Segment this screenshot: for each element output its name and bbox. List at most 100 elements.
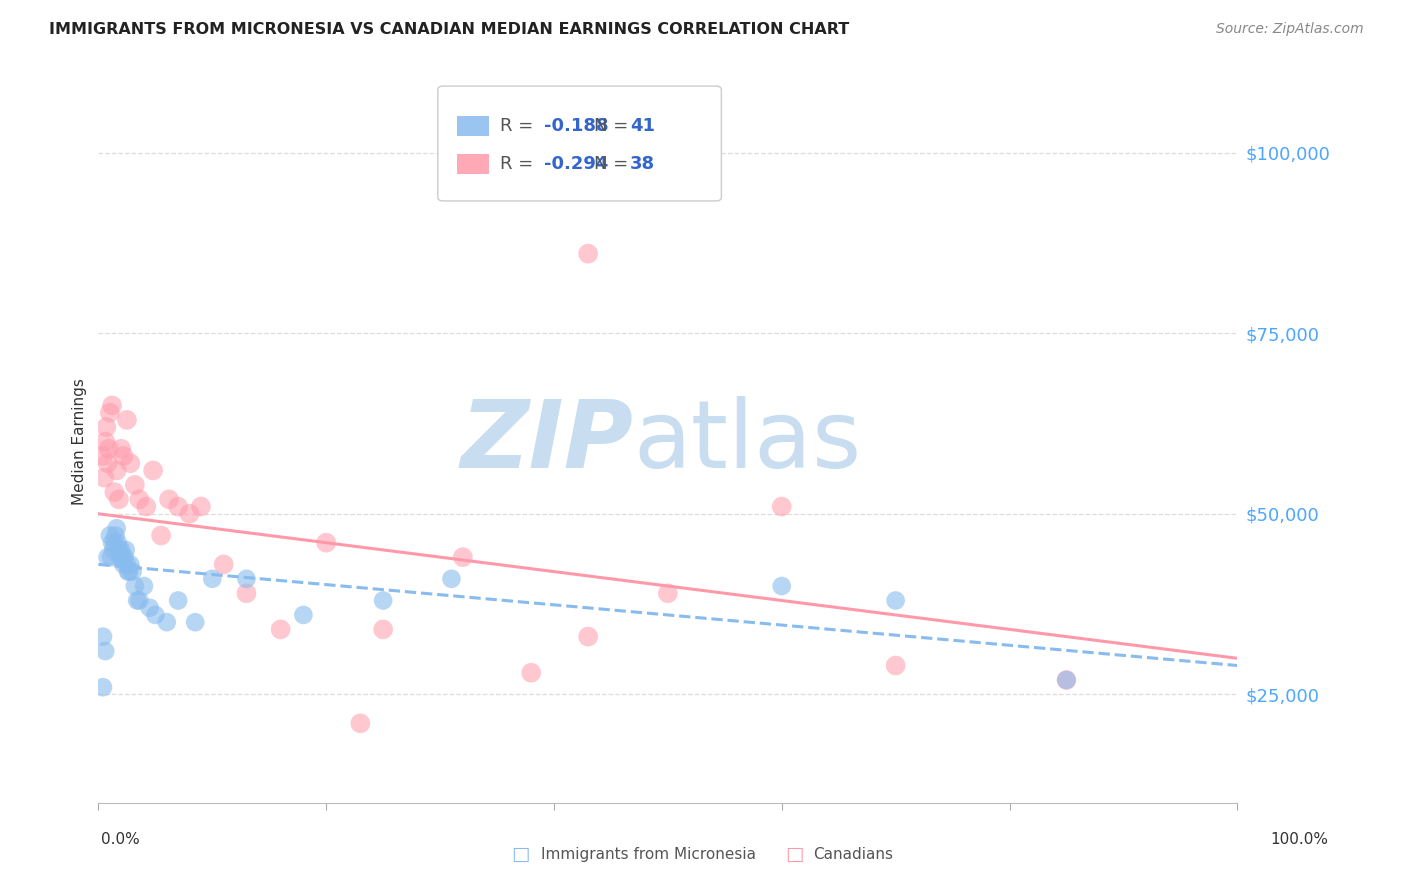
Point	[128, 492, 150, 507]
Point	[114, 550, 136, 565]
Text: 100.0%: 100.0%	[1271, 832, 1329, 847]
Point	[145, 607, 167, 622]
Text: R =: R =	[501, 117, 534, 136]
Text: 38: 38	[630, 155, 655, 173]
Point	[121, 565, 143, 579]
Point	[103, 485, 125, 500]
FancyBboxPatch shape	[457, 116, 489, 136]
Point	[115, 413, 138, 427]
Text: N =: N =	[593, 117, 628, 136]
Point	[142, 463, 165, 477]
Point	[770, 579, 793, 593]
Point	[108, 542, 131, 557]
Point	[91, 630, 114, 644]
Point	[1054, 673, 1078, 687]
Point	[127, 593, 149, 607]
Point	[657, 586, 679, 600]
Point	[120, 456, 142, 470]
Point	[270, 623, 292, 637]
Point	[111, 550, 134, 565]
Text: 0.0%: 0.0%	[101, 832, 141, 847]
Point	[167, 593, 190, 607]
Point	[1054, 673, 1078, 687]
Point	[91, 449, 114, 463]
Point	[103, 535, 125, 549]
Point	[576, 246, 599, 260]
Point	[128, 593, 150, 607]
Text: atlas: atlas	[634, 395, 862, 488]
Text: N =: N =	[593, 155, 628, 173]
Point	[201, 572, 224, 586]
Point	[105, 521, 128, 535]
FancyBboxPatch shape	[457, 153, 489, 174]
Point	[184, 615, 207, 630]
Point	[190, 500, 212, 514]
Point	[138, 600, 160, 615]
Point	[292, 607, 315, 622]
Point	[440, 572, 463, 586]
Text: Canadians: Canadians	[813, 847, 893, 862]
Point	[98, 406, 121, 420]
Point	[167, 500, 190, 514]
Point	[96, 420, 118, 434]
Point	[884, 658, 907, 673]
Text: IMMIGRANTS FROM MICRONESIA VS CANADIAN MEDIAN EARNINGS CORRELATION CHART: IMMIGRANTS FROM MICRONESIA VS CANADIAN M…	[49, 22, 849, 37]
Point	[212, 558, 235, 572]
Point	[156, 615, 179, 630]
Point	[91, 680, 114, 694]
Text: R =: R =	[501, 155, 534, 173]
Point	[112, 558, 135, 572]
Point	[101, 535, 124, 549]
Text: □: □	[510, 845, 530, 864]
Point	[132, 579, 155, 593]
Point	[110, 442, 132, 456]
Y-axis label: Median Earnings: Median Earnings	[72, 378, 87, 505]
Point	[100, 550, 122, 565]
Point	[108, 492, 131, 507]
Point	[120, 558, 142, 572]
Point	[157, 492, 180, 507]
Point	[135, 500, 157, 514]
Point	[114, 542, 136, 557]
Point	[315, 535, 337, 549]
Point	[93, 470, 115, 484]
Point	[520, 665, 543, 680]
Point	[179, 507, 201, 521]
Point	[96, 550, 118, 565]
Point	[371, 593, 394, 607]
FancyBboxPatch shape	[437, 86, 721, 201]
Point	[115, 558, 138, 572]
Text: Source: ZipAtlas.com: Source: ZipAtlas.com	[1216, 22, 1364, 37]
Point	[235, 586, 257, 600]
Point	[97, 442, 120, 456]
Point	[124, 478, 146, 492]
Point	[451, 550, 474, 565]
Point	[371, 623, 394, 637]
Text: -0.188: -0.188	[544, 117, 609, 136]
Point	[117, 565, 139, 579]
Point	[105, 463, 128, 477]
Point	[576, 630, 599, 644]
Text: Immigrants from Micronesia: Immigrants from Micronesia	[541, 847, 756, 862]
Point	[884, 593, 907, 607]
Text: 41: 41	[630, 117, 655, 136]
Point	[124, 579, 146, 593]
Point	[94, 434, 117, 449]
Point	[96, 456, 118, 470]
Point	[110, 542, 132, 557]
Text: -0.294: -0.294	[544, 155, 607, 173]
Text: □: □	[785, 845, 804, 864]
Point	[101, 398, 124, 412]
Point	[98, 528, 121, 542]
Point	[349, 716, 371, 731]
Point	[235, 572, 257, 586]
Point	[108, 550, 131, 565]
Text: ZIP: ZIP	[461, 395, 634, 488]
Point	[770, 500, 793, 514]
Point	[150, 528, 173, 542]
Point	[112, 449, 135, 463]
Point	[107, 535, 129, 549]
Point	[94, 644, 117, 658]
Point	[104, 528, 127, 542]
Point	[118, 565, 141, 579]
